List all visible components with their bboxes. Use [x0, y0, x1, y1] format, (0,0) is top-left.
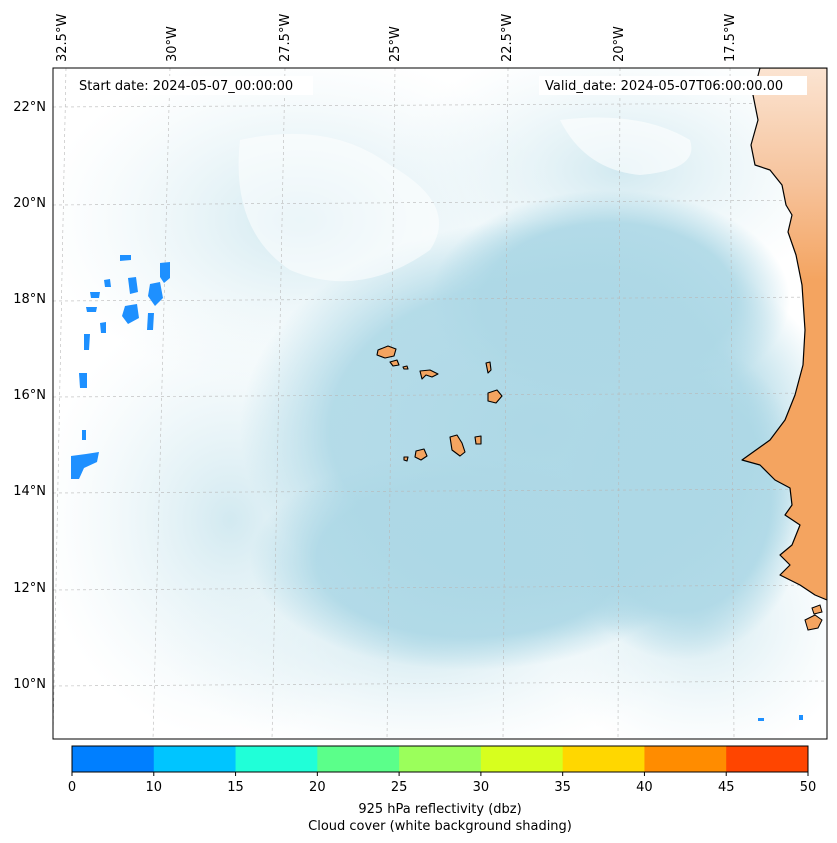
colorbar-segment — [153, 746, 237, 772]
reflectivity-colorbar: 0 10 15 20 25 30 35 40 45 50 — [68, 745, 817, 795]
colorbar-tick-label: 40 — [636, 780, 653, 795]
lat-label-20n: 20°N — [13, 196, 46, 211]
lat-label-14n: 14°N — [13, 484, 46, 499]
colorbar-label-line1: 925 hPa reflectivity (dbz) — [358, 802, 521, 817]
colorbar-tick-label: 35 — [554, 780, 571, 795]
island-sao-nicolau — [419, 369, 439, 380]
island-santo-antao — [376, 345, 397, 359]
map-frame — [52, 67, 828, 740]
start-date-label: Start date: 2024-05-07_00:00:00 — [79, 79, 293, 94]
lat-label-10n: 10°N — [13, 677, 46, 692]
island-santiago — [449, 434, 466, 457]
colorbar-segment — [72, 746, 155, 772]
latitude-labels: 22°N 20°N 18°N 16°N 14°N 12°N 10°N — [13, 100, 46, 692]
colorbar-segment — [399, 746, 482, 772]
colorbar-tick-label: 15 — [227, 780, 244, 795]
colorbar-segment — [480, 746, 564, 772]
graticule — [53, 68, 827, 739]
lon-label-25w: 25°W — [388, 26, 403, 62]
colorbar-tick-label: 10 — [146, 780, 163, 795]
colorbar-segment — [317, 746, 400, 772]
island-brava — [403, 456, 409, 462]
reflectivity-patches — [71, 255, 803, 721]
island-fogo — [414, 448, 428, 461]
valid-date-label: Valid_date: 2024-05-07T06:00:00.00 — [545, 79, 783, 94]
bijagos-islands — [804, 604, 823, 631]
cloud-cover-shading — [53, 68, 827, 739]
island-boa-vista — [487, 389, 503, 404]
lat-label-18n: 18°N — [13, 292, 46, 307]
mainland-africa — [741, 68, 827, 601]
valid-date-box — [539, 76, 807, 95]
island-maio — [474, 435, 482, 445]
colorbar-tick-label: 45 — [718, 780, 735, 795]
lon-label-30w: 30°W — [165, 26, 180, 62]
colorbar-segment — [235, 746, 318, 772]
colorbar-label-line2: Cloud cover (white background shading) — [308, 819, 572, 834]
lon-label-22-5w: 22.5°W — [500, 14, 515, 62]
colorbar-tick-label: 50 — [800, 780, 817, 795]
lat-label-16n: 16°N — [13, 388, 46, 403]
colorbar-tick-label: 30 — [473, 780, 490, 795]
colorbar-tick-label: 20 — [309, 780, 326, 795]
lat-label-22n: 22°N — [13, 100, 46, 115]
colorbar-tick-label: 0 — [68, 780, 76, 795]
lon-label-27-5w: 27.5°W — [278, 14, 293, 62]
cape-verde-islands — [376, 345, 503, 462]
map-panel — [53, 68, 827, 739]
colorbar-segment — [562, 746, 645, 772]
colorbar-frame — [71, 745, 809, 773]
lat-label-12n: 12°N — [13, 581, 46, 596]
colorbar-segment — [644, 746, 727, 772]
island-sao-vicente — [389, 359, 400, 367]
island-santa-luzia — [402, 365, 409, 370]
lon-label-20w: 20°W — [612, 26, 627, 62]
colorbar-tick-label: 25 — [391, 780, 408, 795]
colorbar-segment — [726, 746, 809, 772]
start-date-box — [73, 76, 313, 95]
lon-label-17-5w: 17.5°W — [723, 14, 738, 62]
lon-label-32-5w: 32.5°W — [55, 14, 70, 62]
island-sal — [485, 361, 492, 374]
longitude-labels: 32.5°W 30°W 27.5°W 25°W 22.5°W 20°W 17.5… — [55, 14, 738, 62]
